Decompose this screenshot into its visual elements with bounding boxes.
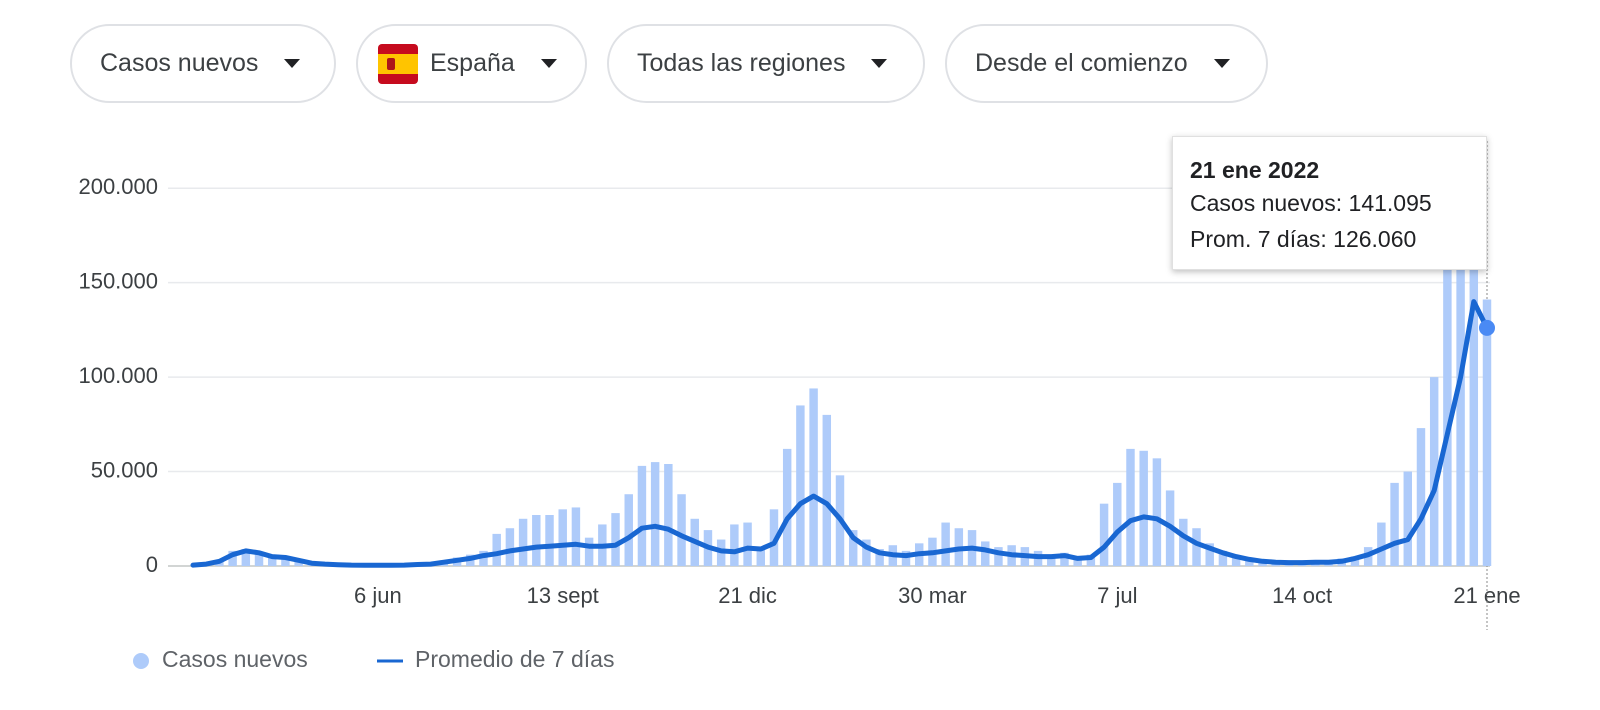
bar <box>1192 528 1201 566</box>
bar <box>1205 543 1214 566</box>
tooltip-line: Prom. 7 días: 126.060 <box>1190 226 1417 252</box>
tooltip: 21 ene 2022 Casos nuevos: 141.095 Prom. … <box>1172 136 1487 270</box>
bar <box>981 541 990 566</box>
bar <box>1179 518 1188 566</box>
bar <box>1218 550 1228 566</box>
y-tick-label: 50.000 <box>91 457 158 482</box>
x-tick-label: 14 oct <box>1272 583 1332 608</box>
bar <box>1443 235 1452 566</box>
bar <box>254 551 264 566</box>
bar <box>532 515 541 566</box>
metric-dropdown[interactable]: Casos nuevos <box>70 24 336 103</box>
x-tick-label: 21 dic <box>718 583 777 608</box>
bar <box>1350 556 1360 566</box>
bar <box>796 405 805 566</box>
bar <box>1086 554 1096 566</box>
bar <box>875 549 884 566</box>
caret <box>1213 59 1230 68</box>
bar <box>664 464 673 566</box>
bar <box>769 509 779 566</box>
bar <box>518 518 528 566</box>
caret <box>284 59 301 68</box>
legend-swatch <box>133 653 149 669</box>
bar <box>479 550 488 566</box>
tooltip-title: 21 ene 2022 <box>1190 157 1320 183</box>
legend-label: Casos nuevos <box>162 646 308 672</box>
bar <box>1073 556 1082 566</box>
x-tick-label: 6 jun <box>354 583 402 608</box>
bar <box>743 522 752 566</box>
bar <box>941 522 950 566</box>
bar <box>1060 552 1069 566</box>
x-tick-label: 7 jul <box>1097 583 1137 608</box>
bar <box>1231 556 1241 566</box>
y-tick-label: 200.000 <box>78 174 158 199</box>
y-tick-label: 100.000 <box>78 363 158 388</box>
bar <box>1469 260 1479 566</box>
bar <box>650 462 660 566</box>
bar <box>782 448 792 566</box>
bar <box>809 388 818 566</box>
bar <box>1456 226 1465 566</box>
bar <box>1047 554 1056 566</box>
dropdown-label: Todas las regiones <box>637 49 846 77</box>
x-tick-label: 13 sept <box>527 583 599 608</box>
bar <box>994 547 1003 566</box>
y-tick-label: 0 <box>146 552 158 577</box>
bar <box>624 494 633 566</box>
bar <box>1403 471 1413 566</box>
region-dropdown[interactable]: Todas las regiones <box>607 24 925 103</box>
caret <box>540 59 557 68</box>
line <box>190 299 1490 568</box>
bar <box>545 515 554 566</box>
bar <box>584 537 594 566</box>
bar <box>677 494 686 566</box>
bar <box>1482 299 1492 566</box>
bar <box>1416 428 1426 566</box>
bar <box>492 533 501 566</box>
legend-label: Promedio de 7 días <box>415 646 614 672</box>
bar <box>637 465 647 566</box>
dropdown-label: España <box>430 49 515 77</box>
bar <box>1377 522 1386 566</box>
bar <box>756 547 766 566</box>
period-dropdown[interactable]: Desde el comienzo <box>945 24 1268 103</box>
bar <box>558 509 567 566</box>
bar <box>1152 458 1162 566</box>
y-tick-label: 150.000 <box>78 268 158 293</box>
bar <box>1099 503 1109 566</box>
bar <box>267 556 277 566</box>
bar <box>294 561 303 566</box>
country-dropdown[interactable]: España <box>356 24 587 103</box>
caret <box>871 59 888 68</box>
bar <box>281 558 290 566</box>
bar <box>571 507 581 566</box>
x-tick-label: 30 mar <box>898 583 966 608</box>
bar <box>901 550 911 566</box>
bar <box>1390 482 1399 566</box>
bar <box>228 550 237 566</box>
bar <box>730 524 739 566</box>
bar <box>1126 448 1135 566</box>
bar <box>1113 482 1122 566</box>
bar <box>1429 377 1439 566</box>
tooltip-line: Casos nuevos: 141.095 <box>1190 190 1432 216</box>
hover-point <box>1479 319 1495 336</box>
dropdown-label: Casos nuevos <box>100 49 259 77</box>
bar <box>822 414 832 566</box>
bar <box>241 549 251 566</box>
bar <box>1139 450 1148 566</box>
bar <box>862 539 871 566</box>
dropdown-label: Desde el comienzo <box>975 49 1188 77</box>
bar <box>611 513 620 566</box>
bar <box>848 530 858 566</box>
bar <box>505 528 515 566</box>
bar <box>1245 559 1254 566</box>
flag <box>378 43 418 84</box>
